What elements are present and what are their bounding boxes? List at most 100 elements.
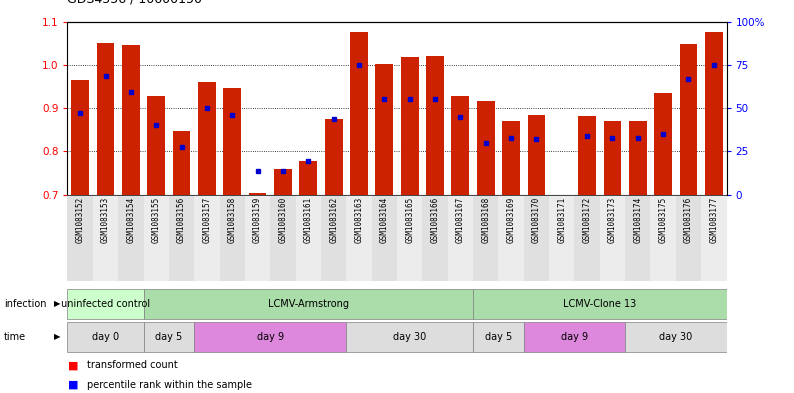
Bar xyxy=(220,195,245,281)
Bar xyxy=(195,322,346,352)
Text: GSM1083169: GSM1083169 xyxy=(507,197,515,243)
Bar xyxy=(71,80,89,195)
Bar xyxy=(144,195,169,281)
Bar xyxy=(680,44,697,195)
Text: GSM1083175: GSM1083175 xyxy=(659,197,668,243)
Bar xyxy=(625,322,727,352)
Text: GSM1083156: GSM1083156 xyxy=(177,197,186,243)
Bar xyxy=(502,121,520,195)
Text: GSM1083154: GSM1083154 xyxy=(126,197,135,243)
Bar xyxy=(299,161,317,195)
Bar xyxy=(473,288,727,319)
Bar xyxy=(422,195,448,281)
Text: GSM1083157: GSM1083157 xyxy=(202,197,211,243)
Bar xyxy=(144,322,195,352)
Bar xyxy=(527,115,545,195)
Bar xyxy=(549,195,574,281)
Text: GSM1083165: GSM1083165 xyxy=(405,197,414,243)
Bar xyxy=(350,33,368,195)
Text: time: time xyxy=(4,332,26,342)
Text: day 5: day 5 xyxy=(156,332,183,342)
Text: day 5: day 5 xyxy=(485,332,512,342)
Bar xyxy=(397,195,422,281)
Text: day 30: day 30 xyxy=(659,332,692,342)
Text: uninfected control: uninfected control xyxy=(61,299,150,309)
Bar xyxy=(195,195,220,281)
Bar xyxy=(321,195,346,281)
Bar xyxy=(650,195,676,281)
Bar xyxy=(477,101,495,195)
Text: GSM1083164: GSM1083164 xyxy=(380,197,389,243)
Bar xyxy=(654,93,672,195)
Text: GSM1083168: GSM1083168 xyxy=(481,197,490,243)
Bar xyxy=(223,88,241,195)
Bar xyxy=(169,195,195,281)
Bar xyxy=(274,169,292,195)
Bar xyxy=(448,195,473,281)
Bar xyxy=(499,195,524,281)
Text: transformed count: transformed count xyxy=(87,360,178,371)
Bar xyxy=(325,119,342,195)
Bar xyxy=(426,56,444,195)
Text: LCMV-Armstrong: LCMV-Armstrong xyxy=(268,299,349,309)
Text: GSM1083163: GSM1083163 xyxy=(354,197,364,243)
Bar xyxy=(67,195,93,281)
Bar xyxy=(97,43,114,195)
Bar xyxy=(553,195,571,222)
Bar xyxy=(245,195,270,281)
Bar xyxy=(524,322,625,352)
Text: GSM1083159: GSM1083159 xyxy=(253,197,262,243)
Text: GDS4556 / 10600150: GDS4556 / 10600150 xyxy=(67,0,202,6)
Bar xyxy=(144,288,473,319)
Bar xyxy=(172,130,191,195)
Bar xyxy=(574,195,599,281)
Text: day 0: day 0 xyxy=(92,332,119,342)
Text: LCMV-Clone 13: LCMV-Clone 13 xyxy=(563,299,637,309)
Text: GSM1083155: GSM1083155 xyxy=(152,197,160,243)
Bar xyxy=(625,195,650,281)
Text: day 30: day 30 xyxy=(393,332,426,342)
Bar xyxy=(705,33,723,195)
Text: GSM1083161: GSM1083161 xyxy=(304,197,313,243)
Text: GSM1083172: GSM1083172 xyxy=(583,197,592,243)
Bar xyxy=(524,195,549,281)
Bar xyxy=(629,121,646,195)
Text: GSM1083171: GSM1083171 xyxy=(557,197,566,243)
Text: GSM1083177: GSM1083177 xyxy=(709,197,719,243)
Bar xyxy=(122,46,140,195)
Text: GSM1083174: GSM1083174 xyxy=(634,197,642,243)
Text: GSM1083170: GSM1083170 xyxy=(532,197,541,243)
Text: GSM1083158: GSM1083158 xyxy=(228,197,237,243)
Text: GSM1083166: GSM1083166 xyxy=(430,197,440,243)
Bar xyxy=(270,195,295,281)
Text: GSM1083153: GSM1083153 xyxy=(101,197,110,243)
Bar xyxy=(599,195,625,281)
Bar xyxy=(295,195,321,281)
Bar xyxy=(93,195,118,281)
Bar xyxy=(473,322,524,352)
Bar xyxy=(603,121,622,195)
Text: day 9: day 9 xyxy=(561,332,588,342)
Text: ▶: ▶ xyxy=(54,299,60,308)
Bar xyxy=(452,96,469,195)
Text: GSM1083160: GSM1083160 xyxy=(279,197,287,243)
Text: percentile rank within the sample: percentile rank within the sample xyxy=(87,380,252,390)
Text: ■: ■ xyxy=(67,360,78,371)
Text: ■: ■ xyxy=(67,380,78,390)
Bar xyxy=(372,195,397,281)
Bar xyxy=(701,195,727,281)
Bar xyxy=(676,195,701,281)
Text: GSM1083152: GSM1083152 xyxy=(75,197,85,243)
Text: GSM1083173: GSM1083173 xyxy=(608,197,617,243)
Bar xyxy=(401,57,418,195)
Bar xyxy=(67,288,144,319)
Bar xyxy=(346,322,473,352)
Bar xyxy=(376,64,393,195)
Text: infection: infection xyxy=(4,299,47,309)
Bar xyxy=(67,322,144,352)
Bar xyxy=(346,195,372,281)
Bar xyxy=(578,116,596,195)
Text: day 9: day 9 xyxy=(256,332,283,342)
Bar xyxy=(473,195,499,281)
Bar xyxy=(249,193,267,195)
